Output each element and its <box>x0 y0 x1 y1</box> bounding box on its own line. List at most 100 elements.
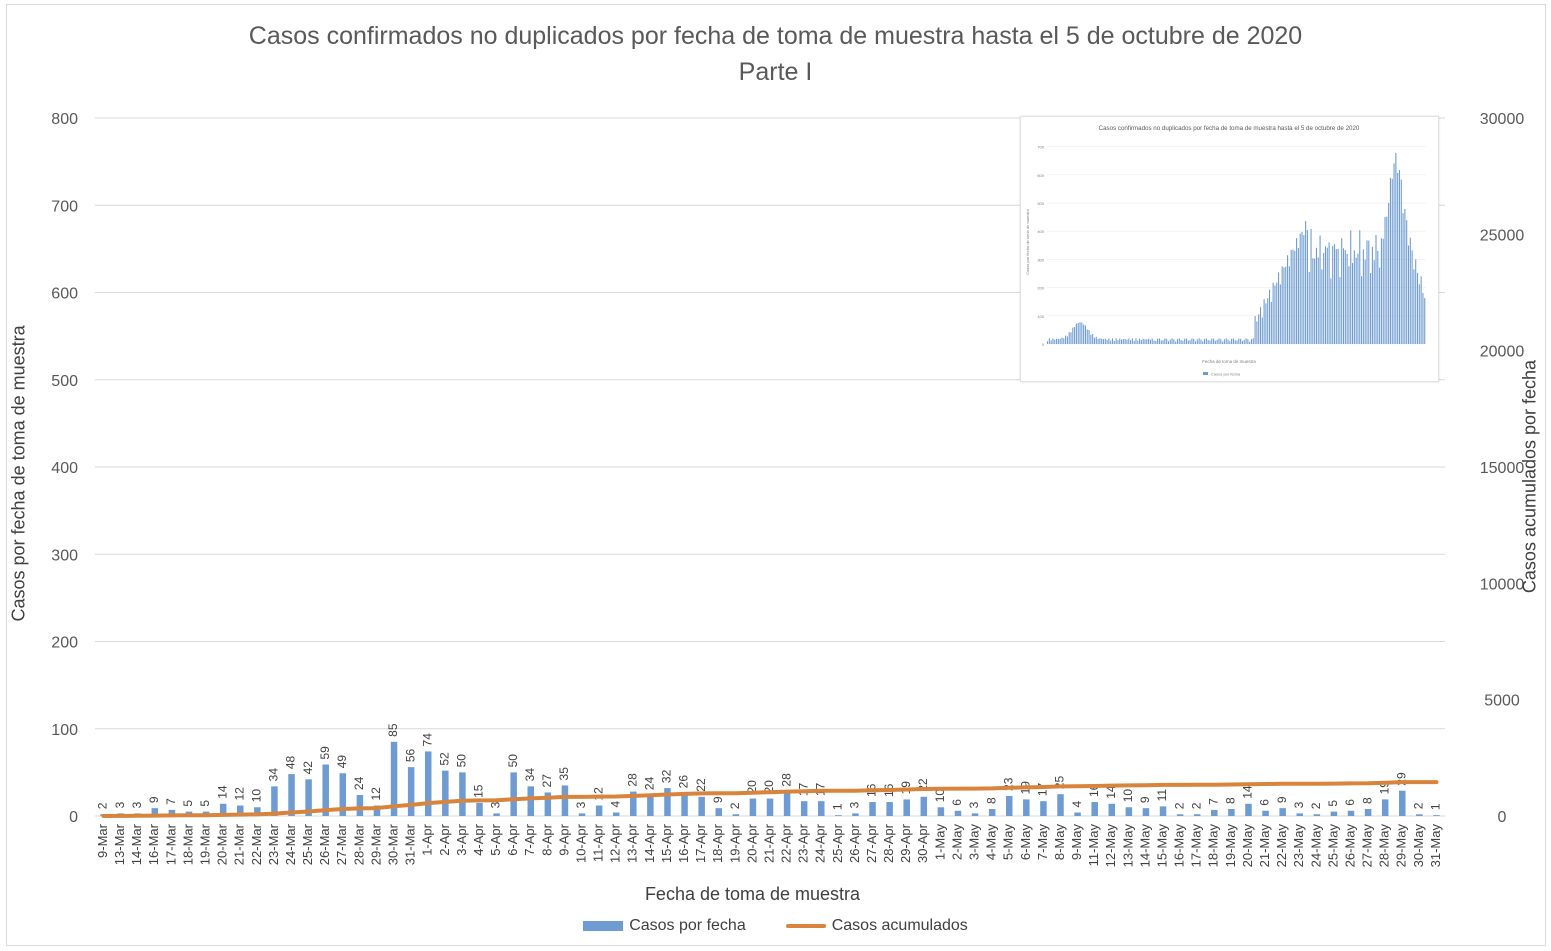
bar <box>818 801 825 816</box>
bar-data-label: 32 <box>660 769 674 783</box>
inset-bar <box>1095 336 1097 344</box>
inset-bar <box>1252 338 1254 344</box>
inset-bar <box>1375 235 1377 344</box>
inset-bar <box>1420 276 1422 344</box>
y-tick-label: 0 <box>69 809 78 826</box>
bar-data-label: 50 <box>506 754 520 768</box>
x-tick-label: 17-Mar <box>163 823 178 865</box>
bar-data-label: 2 <box>1189 802 1203 809</box>
inset-bar <box>1395 152 1397 344</box>
x-tick-label: 22-Apr <box>779 823 794 863</box>
inset-bar <box>1263 299 1265 344</box>
x-tick-label: 5-Apr <box>488 823 503 855</box>
inset-bar <box>1389 177 1391 344</box>
bar-data-label: 12 <box>232 787 246 801</box>
bar <box>920 796 928 816</box>
inset-bar <box>1137 340 1139 344</box>
inset-bar <box>1377 250 1379 344</box>
x-tick-label: 22-May <box>1274 824 1289 868</box>
inset-bar <box>1353 250 1355 344</box>
inset-bar <box>1310 228 1312 344</box>
bar <box>544 792 552 816</box>
x-tick-label: 14-May <box>1137 824 1152 868</box>
y2-tick-label: 30000 <box>1480 111 1525 128</box>
bar <box>698 796 705 816</box>
bar <box>1313 814 1321 816</box>
x-tick-label: 1-May <box>932 824 947 861</box>
x-tick-label: 3-May <box>967 824 982 861</box>
inset-bar <box>1238 338 1240 344</box>
inset-bar <box>1229 341 1231 344</box>
x-tick-label: 23-Apr <box>796 823 811 863</box>
inset-bar <box>1093 337 1096 344</box>
y2-tick-label: 0 <box>1498 809 1507 826</box>
x-tick-label: 30-Mar <box>385 823 400 865</box>
inset-bar <box>1265 303 1267 344</box>
inset-bar <box>1364 259 1366 344</box>
inset-bar <box>1335 249 1337 344</box>
inset-bar <box>1106 339 1108 344</box>
x-tick-label: 18-Apr <box>710 823 725 863</box>
x-tick-label: 21-Mar <box>232 823 247 865</box>
inset-bar <box>1270 301 1272 344</box>
x-tick-label: 11-Apr <box>591 823 606 862</box>
inset-bar <box>1342 248 1345 344</box>
inset-bar <box>1075 323 1077 344</box>
inset-bar <box>1158 338 1160 344</box>
inset-bar <box>1056 338 1058 344</box>
bar <box>237 805 244 816</box>
inset-bar <box>1308 272 1310 344</box>
inset-bar <box>1278 272 1280 344</box>
bar-data-label: 9 <box>1275 796 1289 803</box>
inset-bar <box>1250 339 1253 344</box>
inset-bar <box>1204 338 1206 344</box>
inset-bar <box>1086 329 1088 344</box>
bar <box>442 770 449 816</box>
inset-bar <box>1097 338 1099 344</box>
x-tick-label: 28-Apr <box>881 823 896 863</box>
bar <box>630 791 637 816</box>
x-tick-label: 23-May <box>1291 824 1306 868</box>
legend-swatch-bars <box>583 921 624 931</box>
x-tick-label: 31-May <box>1428 824 1443 868</box>
inset-bar <box>1355 257 1357 344</box>
inset-y-tick-label: 400 <box>1037 229 1044 234</box>
bar <box>510 772 517 816</box>
bar-data-label: 3 <box>130 801 144 808</box>
bar-data-label: 17 <box>1036 782 1050 796</box>
inset-bar <box>1063 338 1065 344</box>
inset-bar <box>1361 276 1363 344</box>
inset-bar <box>1101 338 1103 344</box>
bar-data-label: 3 <box>1292 801 1306 808</box>
inset-bar <box>1148 338 1150 344</box>
x-tick-label: 29-Mar <box>368 823 383 865</box>
bar <box>356 795 364 816</box>
bar <box>886 802 893 816</box>
bar-data-label: 14 <box>215 785 229 799</box>
inset-bar <box>1193 339 1195 344</box>
x-tick-label: 19-Apr <box>727 823 742 863</box>
bar-data-label: 2 <box>728 802 742 809</box>
bar-data-label: 22 <box>694 778 708 792</box>
inset-bar <box>1240 338 1242 344</box>
y2-tick-label: 5000 <box>1484 693 1520 710</box>
inset-bar <box>1398 170 1401 344</box>
legend-item-bars: Casos por fecha <box>583 917 746 935</box>
bar-data-label: 3 <box>574 801 588 808</box>
inset-bar <box>1388 202 1390 344</box>
x-tick-label: 5-May <box>1001 824 1016 861</box>
inset-bar <box>1321 269 1323 344</box>
inset-bar <box>1196 339 1198 344</box>
bar-data-label: 24 <box>643 776 657 790</box>
inset-bar <box>1149 339 1151 344</box>
inset-bar <box>1079 322 1081 344</box>
inset-bar <box>1146 339 1148 344</box>
x-tick-label: 24-May <box>1308 824 1323 868</box>
inset-bar <box>1151 338 1153 344</box>
legend-label-bars: Casos por fecha <box>629 917 746 934</box>
inset-bar <box>1415 259 1417 344</box>
bar-data-label: 50 <box>455 754 469 768</box>
bar <box>476 802 483 816</box>
inset-bar <box>1142 338 1144 344</box>
inset-bar <box>1234 340 1236 344</box>
